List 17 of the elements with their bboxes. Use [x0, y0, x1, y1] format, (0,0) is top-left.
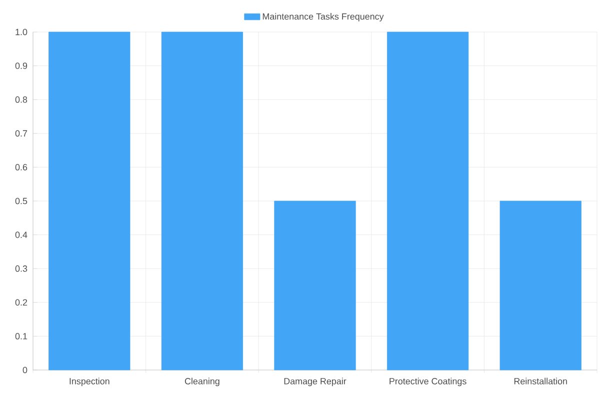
y-tick-label: 0.7	[15, 130, 28, 137]
y-tick-label: 0.6	[15, 164, 28, 170]
y-tick-label: 0.5	[15, 198, 28, 204]
x-tick-label: Protective Coatings	[390, 378, 466, 386]
y-tick-label: 1.0	[16, 28, 28, 36]
y-tick-label: 0.1	[15, 333, 28, 340]
y-tick-label: 0.4	[15, 232, 28, 238]
x-tick-label: Cleaning	[184, 378, 220, 386]
legend-label: Maintenance Tasks Frequency	[262, 13, 384, 22]
x-tick-label: Reinstallation	[514, 378, 567, 384]
y-tick-label: 0.9	[15, 62, 28, 69]
y-tick-label: 0.3	[15, 265, 28, 272]
y-tick-label: 0.2	[15, 299, 28, 306]
y-tick-label: 0.8	[15, 96, 28, 103]
x-tick-label: Inspection	[70, 378, 110, 386]
x-tick-label: Damage Repair	[284, 378, 346, 386]
y-tick-label: 0	[22, 366, 28, 374]
